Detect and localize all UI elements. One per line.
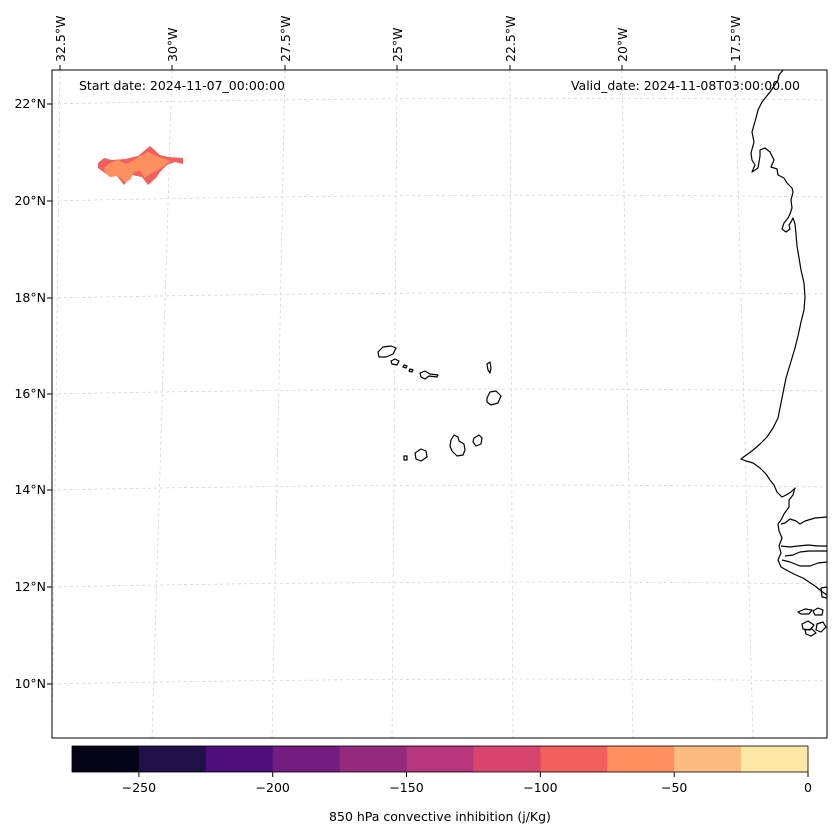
colorbar-tick-minus-50: −50 [661, 780, 687, 795]
lon-label-27-5w: 27.5°W [278, 16, 293, 62]
colorbar-bin [72, 746, 140, 772]
cin-field-patch [98, 146, 183, 185]
colorbar-bin [473, 746, 541, 772]
colorbar-bin [138, 746, 207, 772]
colorbar-bin [406, 746, 474, 772]
lat-label-12n: 12°N [14, 579, 46, 594]
colorbar-bin [607, 746, 675, 772]
colorbar-tick-minus-200: −200 [256, 780, 290, 795]
lat-label-14n: 14°N [14, 482, 46, 497]
colorbar-tick-0: 0 [804, 780, 812, 795]
lon-label-30w: 30°W [165, 27, 180, 62]
valid-date-label: Valid_date: 2024-11-08T03:00:00.00 [571, 78, 800, 93]
lon-label-25w: 25°W [390, 27, 405, 62]
lat-label-16n: 16°N [14, 386, 46, 401]
lon-label-20w: 20°W [615, 27, 630, 62]
colorbar-tick-minus-100: −100 [523, 780, 557, 795]
colorbar-bin [205, 746, 274, 772]
colorbar-bin [272, 746, 341, 772]
lon-label-17-5w: 17.5°W [728, 16, 743, 62]
colorbar [72, 746, 809, 772]
colorbar-label: 850 hPa convective inhibition (j/Kg) [329, 809, 551, 824]
colorbar-bin [540, 746, 608, 772]
latitude-ticks [47, 103, 52, 685]
colorbar-tick-minus-150: −150 [389, 780, 423, 795]
colorbar-frame [71, 745, 809, 773]
colorbar-bin [339, 746, 408, 772]
colorbar-ticks [138, 772, 809, 777]
west-african-coastline [740, 69, 828, 637]
lat-label-22n: 22°N [14, 96, 46, 111]
lat-label-18n: 18°N [14, 290, 46, 305]
map-gridlines [51, 69, 828, 739]
lon-label-22-5w: 22.5°W [503, 16, 518, 62]
lat-label-10n: 10°N [14, 676, 46, 691]
colorbar-bin [674, 746, 742, 772]
lat-label-20n: 20°N [14, 193, 46, 208]
cape-verde-islands [377, 345, 502, 462]
colorbar-bin [741, 746, 809, 772]
start-date-label: Start date: 2024-11-07_00:00:00 [79, 78, 285, 93]
lon-label-32-5w: 32.5°W [53, 16, 68, 62]
colorbar-tick-minus-250: −250 [122, 780, 156, 795]
map-frame [51, 69, 828, 739]
longitude-ticks [59, 65, 736, 70]
